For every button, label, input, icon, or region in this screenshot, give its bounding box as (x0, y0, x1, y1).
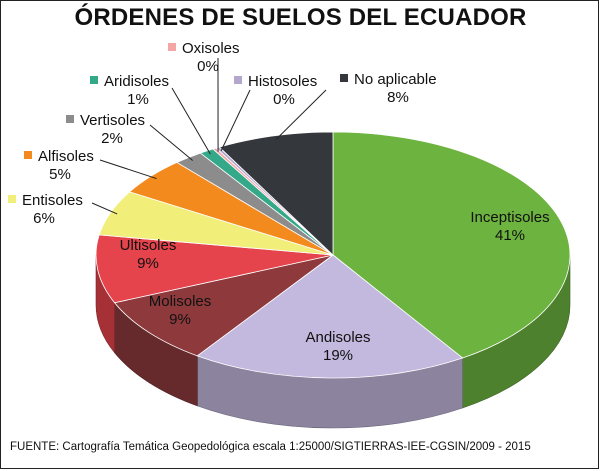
legend-swatch-vertisoles (66, 115, 74, 123)
slice-inceptisoles (332, 131, 571, 359)
label-inceptisoles: Inceptisoles (470, 209, 549, 226)
slice-andisoles (196, 254, 464, 379)
leader-entisoles (91, 202, 118, 215)
leader-histosoles (220, 89, 251, 151)
leader-vertisoles (149, 124, 194, 161)
value-label-ultisoles: 9% (137, 255, 159, 272)
slice-molisoles (113, 254, 334, 357)
value-label-inceptisoles: 41% (495, 227, 525, 244)
chart-title: ÓRDENES DE SUELOS DEL ECUADOR (74, 4, 527, 31)
leader-alfisoles (99, 159, 157, 180)
leader-aridisoles (171, 87, 211, 155)
label-oxisoles: Oxisoles (182, 40, 240, 57)
value-label-entisoles: 6% (33, 210, 55, 227)
label-ultisoles: Ultisoles (120, 237, 177, 254)
legend-swatch-entisoles (8, 195, 16, 203)
value-label-aridisoles: 1% (127, 91, 149, 108)
value-label-oxisoles: 0% (197, 58, 219, 75)
legend-swatch-alfisoles (24, 151, 32, 159)
pie-slices (95, 131, 571, 379)
label-alfisoles: Alfisoles (38, 148, 94, 165)
source-note: FUENTE: Cartografía Temática Geopedológi… (10, 441, 531, 453)
label-aridisoles: Aridisoles (104, 73, 169, 90)
label-molisoles: Molisoles (149, 293, 212, 310)
value-label-alfisoles: 5% (49, 166, 71, 183)
leader-no-aplicable (275, 89, 327, 140)
leader-lines (91, 57, 327, 215)
value-label-andisoles: 19% (323, 347, 353, 364)
legend-swatch-aridisoles (90, 76, 98, 84)
label-andisoles: Andisoles (305, 329, 370, 346)
label-histosoles: Histosoles (248, 73, 317, 90)
legend-swatch-oxisoles (168, 43, 176, 51)
value-label-no-aplicable: 8% (387, 89, 409, 106)
label-no-aplicable: No aplicable (354, 71, 437, 88)
label-vertisoles: Vertisoles (80, 112, 145, 129)
value-label-molisoles: 9% (169, 311, 191, 328)
slice-ultisoles (95, 234, 334, 304)
slice-labels: Inceptisoles41%Andisoles19%Molisoles9%Ul… (8, 40, 550, 364)
value-label-histosoles: 0% (273, 91, 295, 108)
legend-swatch-histosoles (234, 76, 242, 84)
label-entisoles: Entisoles (22, 192, 83, 209)
legend-swatch-no-aplicable (340, 74, 348, 82)
value-label-vertisoles: 2% (101, 130, 123, 147)
